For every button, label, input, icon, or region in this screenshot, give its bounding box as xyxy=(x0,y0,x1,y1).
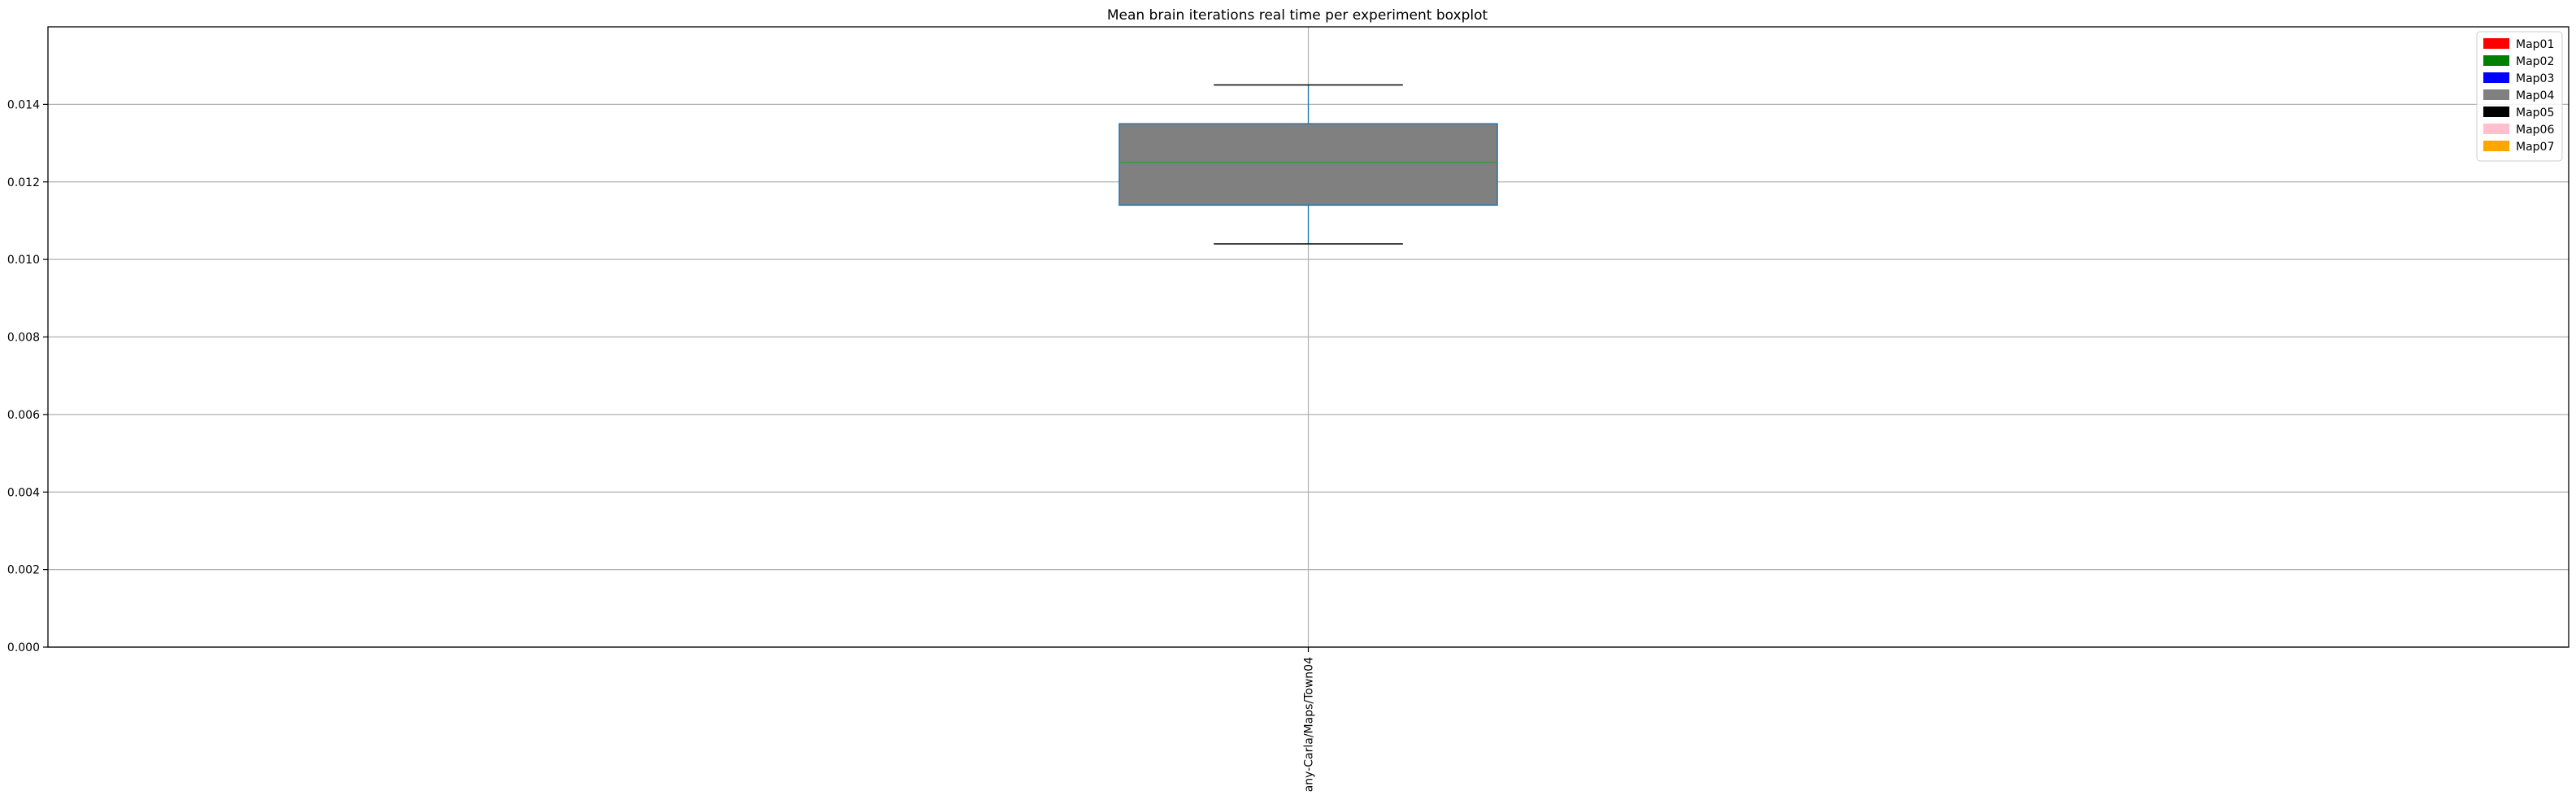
y-tick-label: 0.006 xyxy=(7,409,40,422)
legend-swatch xyxy=(2483,38,2509,49)
y-tick-label: 0.008 xyxy=(7,332,40,345)
y-tick-label: 0.004 xyxy=(7,486,40,499)
legend-swatch xyxy=(2483,55,2509,66)
legend-swatch xyxy=(2483,89,2509,100)
legend-label: Map02 xyxy=(2516,55,2554,68)
y-tick-label: 0.000 xyxy=(7,641,40,654)
legend-label: Map01 xyxy=(2516,38,2554,51)
axes-frame xyxy=(47,26,2569,648)
legend-label: Map04 xyxy=(2516,89,2554,102)
axes: 0.000 0.002 0.004 0.006 0.008 0.010 0.012 0.014… xyxy=(7,26,2569,792)
x-tick-label: any-Carla/Maps/Town04 xyxy=(1303,657,1316,792)
legend-label: Map03 xyxy=(2516,72,2554,85)
y-tick-label: 0.012 xyxy=(7,176,40,189)
y-tick-label: 0.014 xyxy=(7,98,40,111)
legend: Map01 Map02 Map03 Map04 Map05 Map06 Map07 xyxy=(2476,31,2563,162)
legend-label: Map05 xyxy=(2516,106,2554,120)
box-iqr xyxy=(1119,123,1498,206)
legend-label: Map07 xyxy=(2516,141,2554,154)
legend-swatch xyxy=(2483,141,2509,151)
box-group xyxy=(1119,84,1498,245)
y-tick-label: 0.002 xyxy=(7,564,40,577)
grid-lines xyxy=(48,27,2569,648)
legend-swatch xyxy=(2483,124,2509,134)
legend-label: Map06 xyxy=(2516,124,2554,137)
legend-swatch xyxy=(2483,106,2509,117)
legend-swatch xyxy=(2483,72,2509,83)
y-tick-label: 0.010 xyxy=(7,254,40,267)
chart-title: Mean brain iterations real time per expe… xyxy=(1107,7,1488,24)
